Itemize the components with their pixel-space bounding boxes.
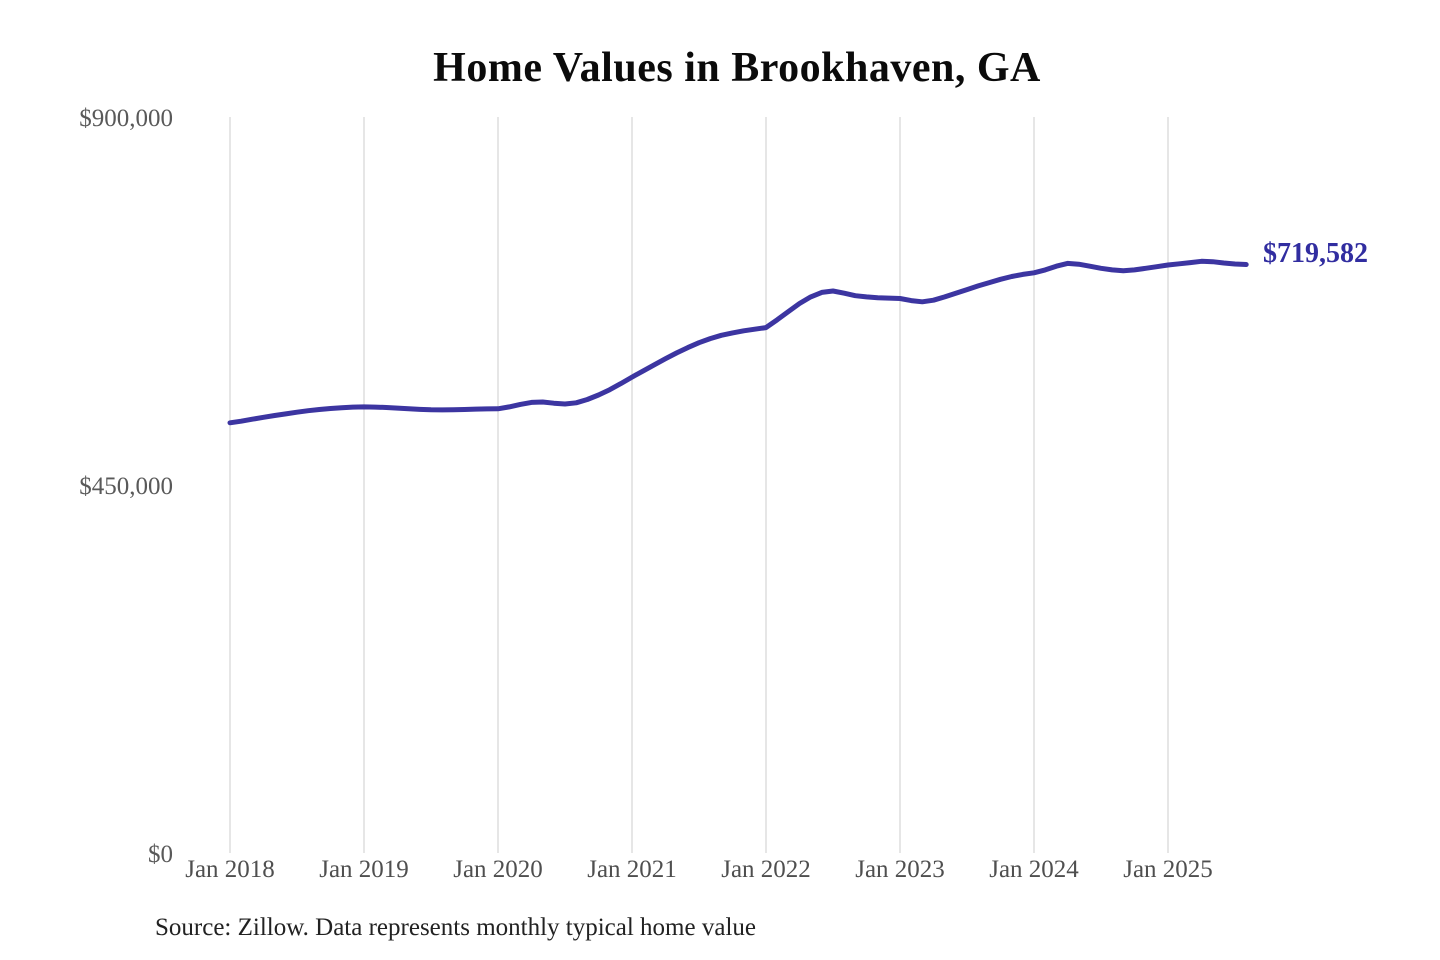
chart-title: Home Values in Brookhaven, GA [433, 45, 1041, 91]
x-tick-label: Jan 2020 [453, 856, 543, 883]
x-tick-label: Jan 2023 [855, 856, 945, 883]
x-tick-label: Jan 2024 [989, 856, 1079, 883]
end-value-label: $719,582 [1263, 238, 1368, 269]
x-tick-label: Jan 2018 [185, 856, 275, 883]
y-tick-label: $0 [148, 841, 173, 868]
x-tick-label: Jan 2021 [587, 856, 677, 883]
home-value-line-series [227, 258, 1249, 426]
x-tick-label: Jan 2019 [319, 856, 409, 883]
source-note: Source: Zillow. Data represents monthly … [155, 914, 756, 941]
x-tick-label: Jan 2022 [721, 856, 811, 883]
x-tick-label: Jan 2025 [1123, 856, 1213, 883]
y-tick-label: $900,000 [79, 105, 173, 132]
y-tick-label: $450,000 [79, 473, 173, 500]
